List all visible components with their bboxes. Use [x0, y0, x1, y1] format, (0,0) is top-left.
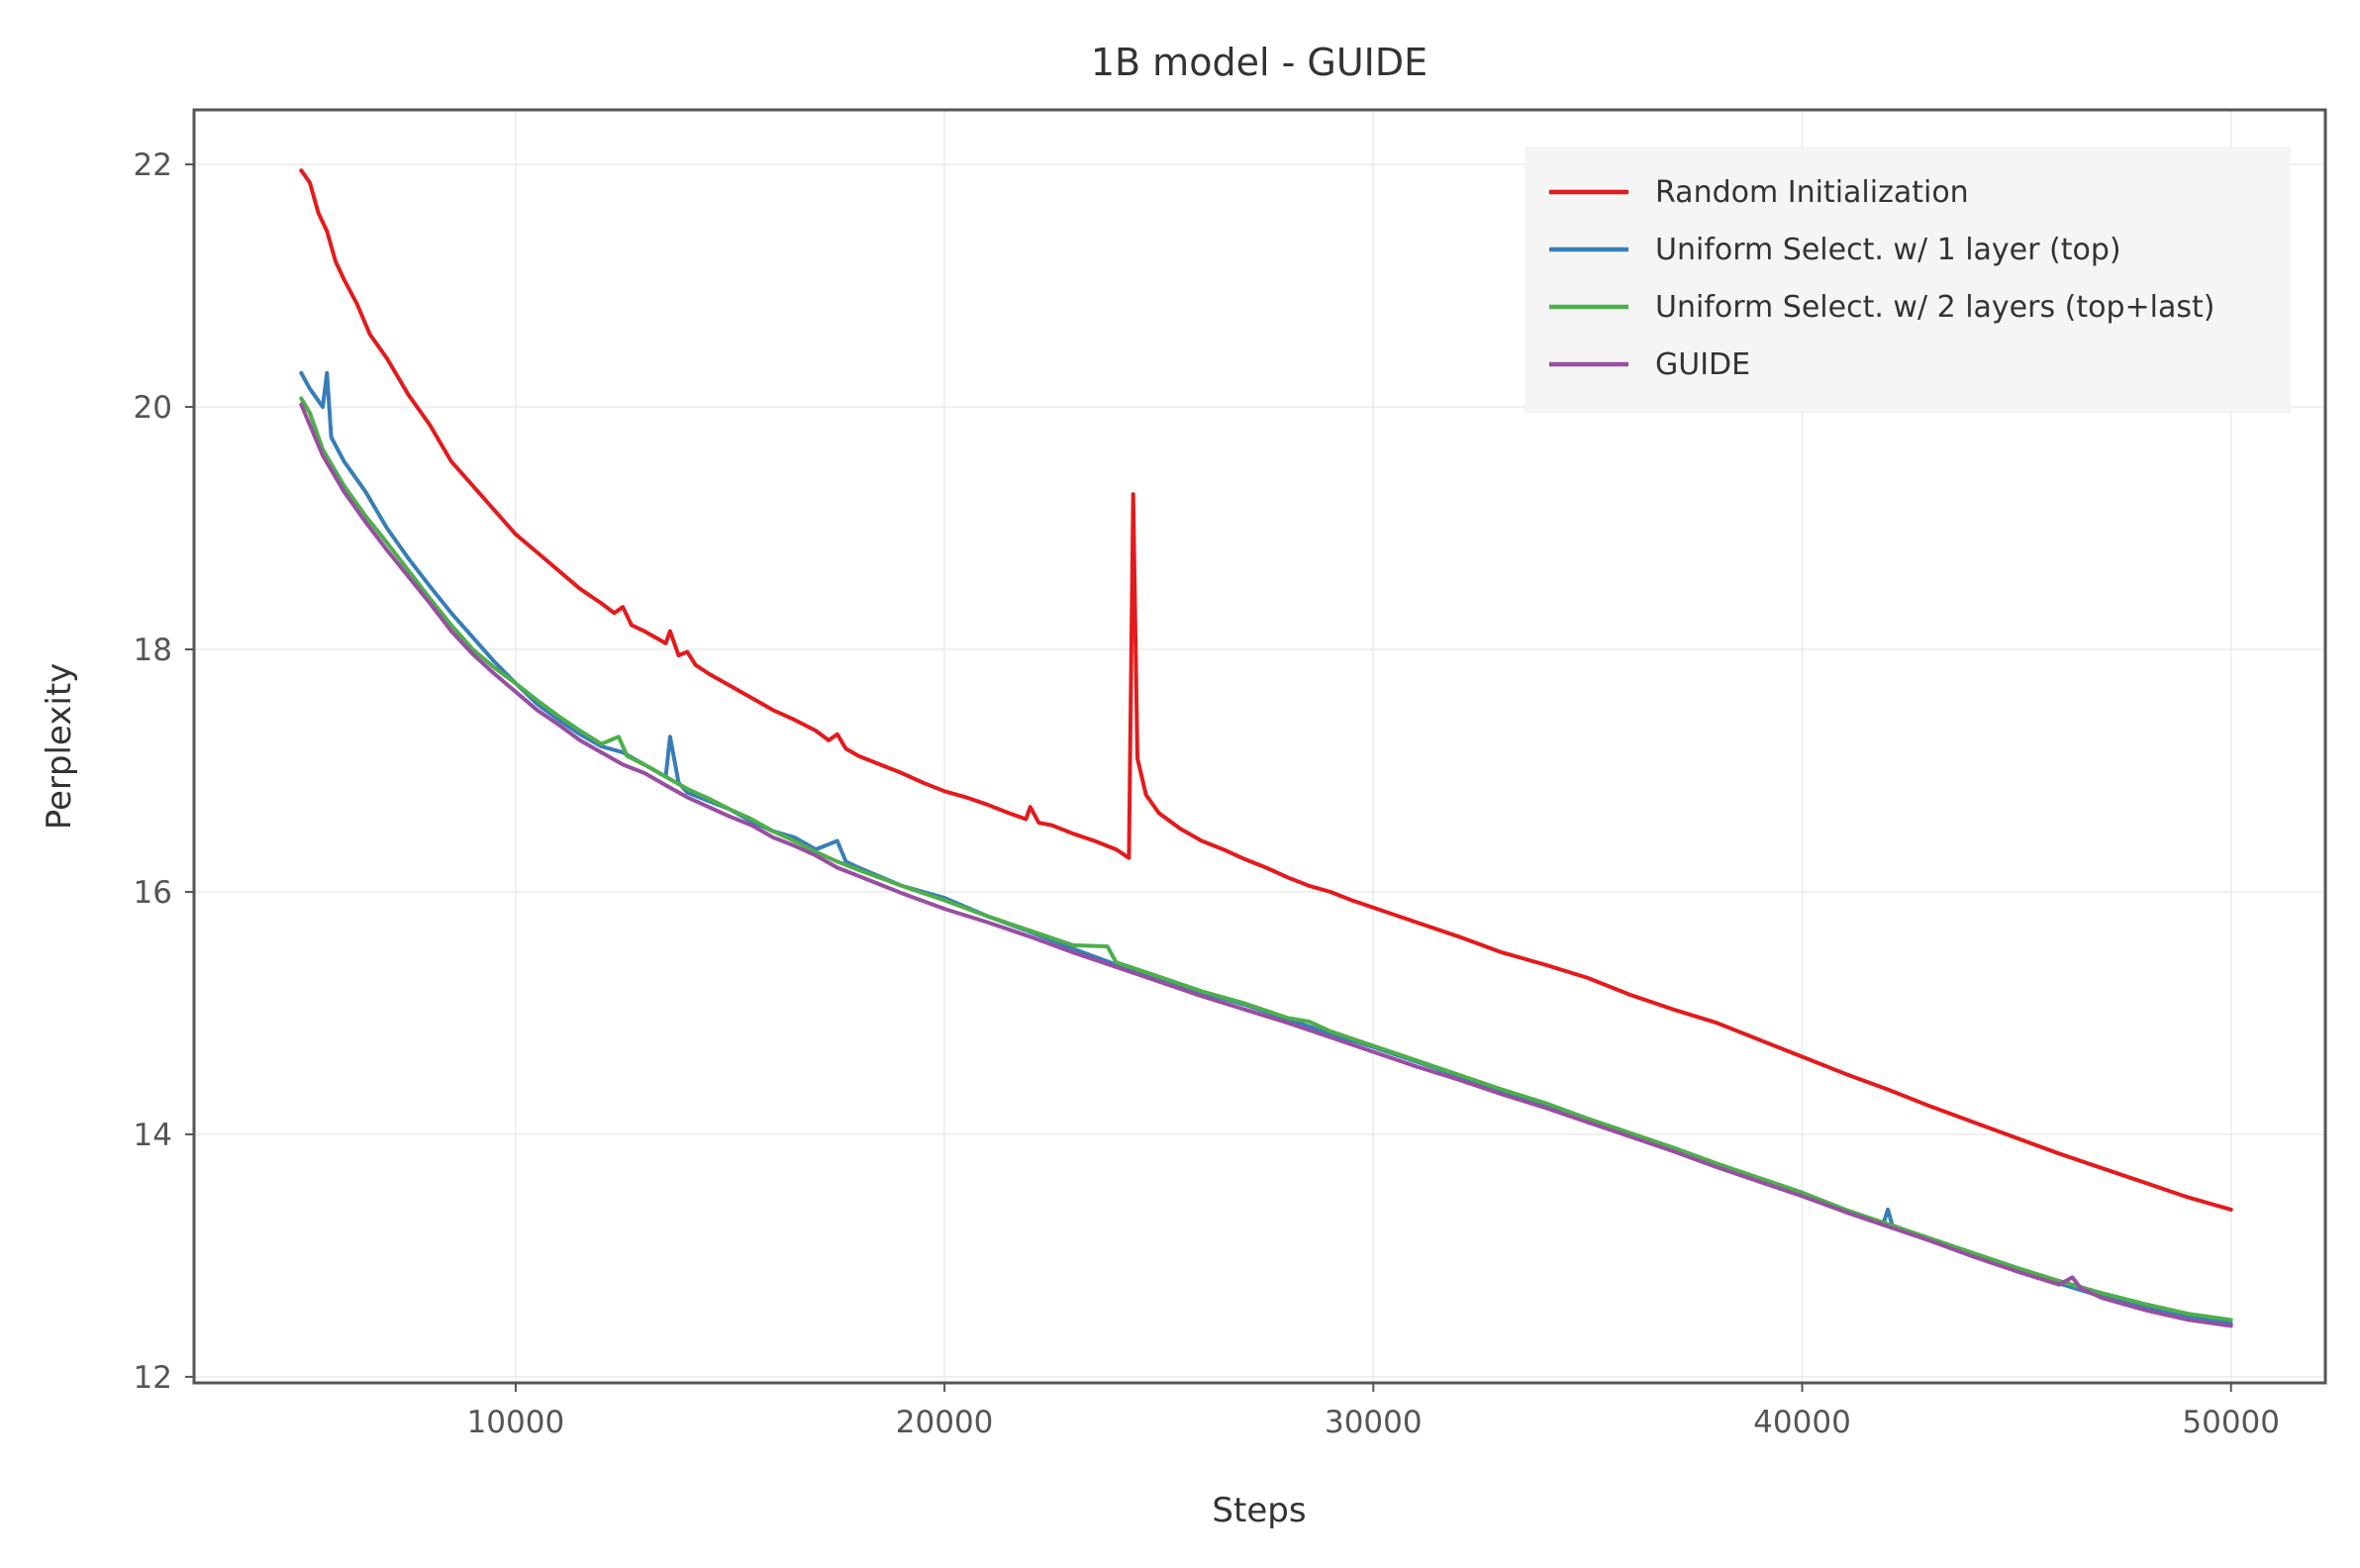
legend-box — [1524, 147, 2291, 414]
x-axis-label: Steps — [1212, 1491, 1306, 1530]
legend-label: Uniform Select. w/ 2 layers (top+last) — [1655, 290, 2214, 325]
x-tick-label: 10000 — [467, 1405, 565, 1440]
chart-title: 1B model - GUIDE — [1091, 41, 1427, 84]
y-tick-label: 18 — [134, 633, 172, 668]
axis-ticks: 10000 20000 30000 40000 50000 12 14 16 18 20 22 — [134, 147, 2280, 1440]
plot-frame — [192, 108, 2327, 1385]
y-tick-label: 12 — [134, 1360, 172, 1396]
legend: Random Initialization Uniform Select. w/ … — [1524, 147, 2291, 414]
legend-label: GUIDE — [1655, 347, 1750, 382]
x-tick-label: 30000 — [1325, 1405, 1423, 1440]
y-tick-label: 22 — [134, 147, 172, 183]
x-tick-label: 50000 — [2182, 1405, 2280, 1440]
y-tick-label: 16 — [134, 875, 172, 911]
y-tick-label: 14 — [134, 1118, 172, 1153]
x-tick-label: 40000 — [1753, 1405, 1851, 1440]
y-tick-label: 20 — [134, 390, 172, 426]
y-axis-label: Perplexity — [40, 663, 79, 831]
series-line-4 — [299, 402, 2233, 1328]
legend-label: Uniform Select. w/ 1 layer (top) — [1655, 233, 2121, 267]
series-line-3 — [299, 396, 2233, 1323]
series-line-1 — [299, 168, 2233, 1212]
series-lines — [299, 168, 2233, 1328]
x-tick-label: 20000 — [896, 1405, 994, 1440]
legend-items: Random Initialization Uniform Select. w/ … — [1549, 175, 2214, 382]
legend-label: Random Initialization — [1655, 175, 1969, 210]
